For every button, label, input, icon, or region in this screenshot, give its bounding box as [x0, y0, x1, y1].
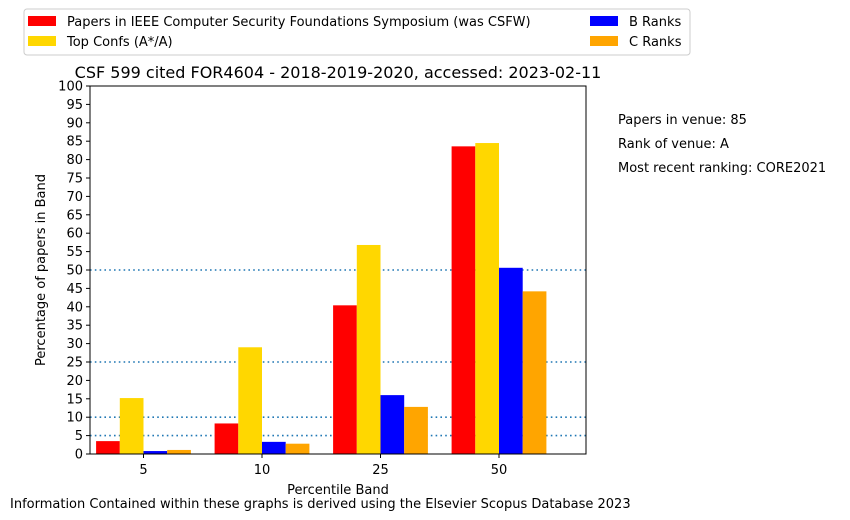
x-tick-label: 5	[139, 463, 147, 478]
bar-3-5	[143, 451, 168, 454]
y-tick-label: 50	[66, 264, 83, 279]
y-tick-label: 90	[66, 116, 83, 131]
y-tick-label: 5	[75, 429, 83, 444]
legend-swatch	[590, 16, 618, 26]
legend: Papers in IEEE Computer Security Foundat…	[23, 8, 691, 56]
y-tick-label: 30	[66, 337, 83, 352]
legend-swatch	[590, 36, 618, 46]
bar-2-25	[356, 244, 381, 454]
y-tick-label: 60	[66, 227, 83, 242]
bar-4-50	[522, 291, 547, 454]
bar-2-50	[475, 143, 499, 455]
y-axis-label: Percentage of papers in Band	[34, 174, 49, 366]
y-tick-label: 65	[66, 208, 83, 223]
footer-note: Information Contained within these graph…	[10, 497, 631, 512]
venue-info-line: Most recent ranking: CORE2021	[618, 161, 826, 176]
bar-4-5	[167, 449, 191, 454]
x-tick-label: 10	[254, 463, 271, 478]
y-tick-label: 80	[66, 153, 83, 168]
y-tick-label: 100	[58, 80, 83, 95]
chart-title: CSF 599 cited FOR4604 - 2018-2019-2020, …	[75, 63, 602, 82]
bar-1-5	[96, 441, 120, 454]
bar-2-10	[238, 347, 262, 454]
legend-label: C Ranks	[629, 35, 682, 50]
y-tick-label: 40	[66, 300, 83, 315]
bar-4-25	[404, 406, 428, 454]
bar-3-50	[499, 267, 523, 454]
plot-area: 0 5 10 15 20 25 30 35 40 45 50 55 60 65 70 75 80 85 90 95 10…	[58, 80, 587, 478]
y-tick-label: 95	[66, 98, 83, 113]
legend-label: B Ranks	[629, 15, 682, 30]
y-tick-label: 25	[66, 356, 83, 371]
venue-info-line: Papers in venue: 85	[618, 113, 747, 128]
legend-swatch	[28, 36, 56, 46]
legend-frame	[23, 8, 691, 56]
y-tick-label: 85	[66, 135, 83, 150]
y-tick-label: 55	[66, 245, 83, 260]
x-axis-label: Percentile Band	[287, 483, 389, 498]
y-tick-label: 15	[66, 392, 83, 407]
venue-info: Papers in venue: 85 Rank of venue: A Most …	[618, 113, 826, 176]
y-tick-label: 70	[66, 190, 83, 205]
bar-1-50	[451, 146, 476, 455]
bar-1-10	[214, 423, 239, 454]
y-tick-label: 10	[66, 411, 83, 426]
x-tick-label: 25	[372, 463, 389, 478]
venue-info-line: Rank of venue: A	[618, 137, 729, 152]
y-tick-label: 45	[66, 282, 83, 297]
bar-3-10	[262, 441, 286, 454]
legend-label: Papers in IEEE Computer Security Foundat…	[67, 15, 531, 30]
y-tick-label: 75	[66, 172, 83, 187]
y-tick-label: 35	[66, 319, 83, 334]
legend-label: Top Confs (A*/A)	[66, 35, 173, 50]
bar-1-25	[333, 305, 357, 454]
bar-2-5	[119, 398, 144, 454]
y-tick-label: 0	[75, 448, 83, 463]
y-tick-label: 20	[66, 374, 83, 389]
x-tick-label: 50	[491, 463, 508, 478]
legend-swatch	[28, 16, 56, 26]
bar-4-10	[285, 443, 310, 454]
bar-3-25	[380, 395, 405, 454]
